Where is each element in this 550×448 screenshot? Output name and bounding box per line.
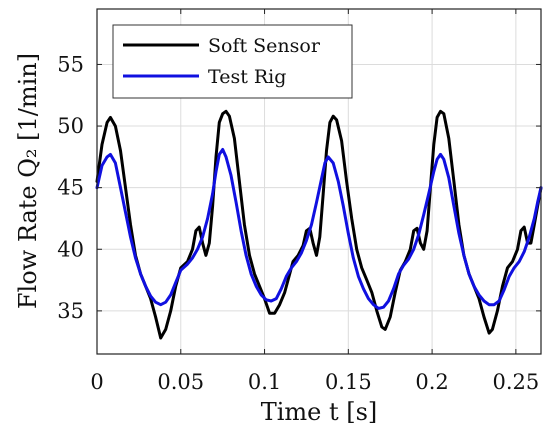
y-tick-label: 50 — [57, 114, 84, 138]
plot-frame — [96, 8, 542, 355]
y-tick-label: 55 — [57, 52, 84, 76]
axis-ticks — [96, 9, 541, 354]
legend: Soft Sensor Test Rig — [112, 24, 353, 99]
x-tick-labels: 0 0.05 0.1 0.15 0.2 0.25 — [90, 370, 539, 394]
x-tick-label: 0.1 — [248, 370, 281, 394]
x-tick-label: 0 — [90, 370, 103, 394]
legend-box — [112, 24, 353, 99]
y-tick-label: 35 — [57, 299, 84, 323]
legend-label-test-rig: Test Rig — [208, 66, 286, 88]
x-axis-label: Time t [s] — [261, 398, 378, 426]
y-tick-labels: 35 40 45 50 55 — [57, 52, 84, 322]
x-tick-label: 0.2 — [415, 370, 448, 394]
x-tick-label: 0.25 — [492, 370, 539, 394]
series-lines — [95, 109, 543, 340]
y-axis-label: Flow Rate Q₂ [1/min] — [14, 53, 42, 309]
x-tick-label: 0.15 — [325, 370, 372, 394]
legend-label-soft-sensor: Soft Sensor — [208, 35, 321, 57]
series-line-test-rig — [95, 148, 543, 310]
y-tick-label: 45 — [57, 176, 84, 200]
y-tick-label: 40 — [57, 237, 84, 261]
x-tick-label: 0.05 — [157, 370, 204, 394]
